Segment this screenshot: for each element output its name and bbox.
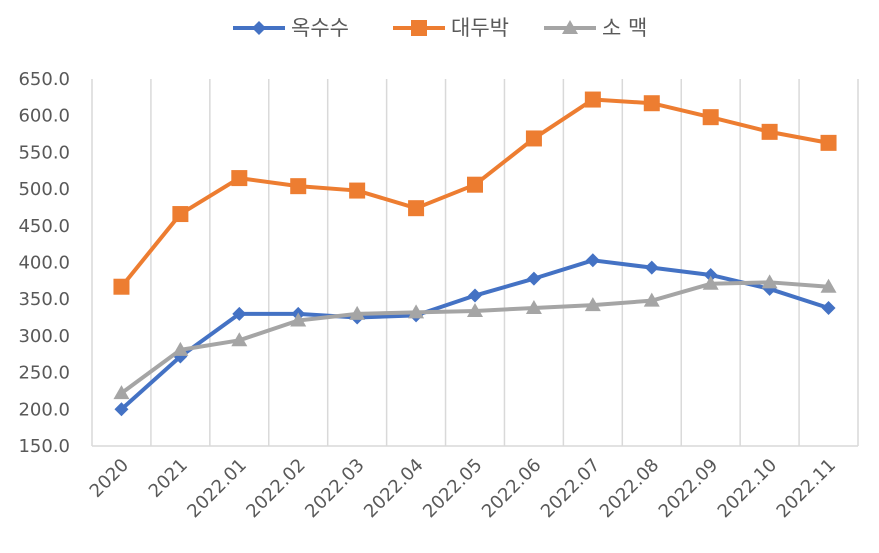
legend-marker [411, 20, 427, 36]
data-point [761, 123, 778, 140]
x-tick-label: 2021 [145, 455, 192, 502]
data-point [820, 134, 837, 151]
data-point [585, 253, 600, 268]
data-point [232, 306, 247, 321]
data-point [113, 385, 130, 400]
y-tick-label: 350.0 [18, 289, 70, 310]
legend-marker [252, 21, 266, 35]
data-point [821, 301, 836, 316]
data-point [114, 402, 129, 417]
x-tick-label: 2022.08 [596, 455, 663, 522]
x-tick-label: 2022.02 [242, 455, 309, 522]
data-point [761, 274, 778, 289]
legend-marker [562, 20, 578, 34]
data-point [703, 267, 718, 282]
x-tick-label: 2022.09 [655, 455, 722, 522]
data-point [702, 275, 719, 290]
data-point [349, 305, 366, 320]
data-point [290, 312, 307, 327]
data-point [584, 297, 601, 312]
legend-label: 옥수수 [291, 16, 349, 40]
data-point [231, 170, 248, 187]
x-tick-label: 2022.07 [537, 455, 604, 522]
x-tick-label: 2022.10 [714, 455, 781, 522]
data-point [231, 332, 248, 347]
y-tick-label: 200.0 [18, 399, 70, 420]
y-tick-label: 450.0 [18, 216, 70, 237]
data-point [525, 300, 542, 315]
data-point [172, 341, 189, 356]
x-tick-label: 2022.03 [301, 455, 368, 522]
series-line-2 [119, 97, 829, 288]
legend-label: 소 맥 [602, 16, 647, 40]
legend-label: 대두박 [451, 16, 509, 40]
data-point [172, 206, 189, 223]
data-point [113, 278, 130, 295]
y-tick-label: 550.0 [18, 142, 70, 163]
y-tick-label: 600.0 [18, 106, 70, 127]
x-tick-label: 2022.04 [360, 455, 427, 522]
x-tick-label: 2022.11 [773, 455, 840, 522]
data-point [643, 95, 660, 112]
x-tick-label: 2020 [86, 455, 133, 502]
x-tick-label: 2022.01 [183, 455, 250, 522]
y-tick-label: 500.0 [18, 179, 70, 200]
x-tick-label: 2022.05 [419, 455, 486, 522]
data-point [820, 278, 837, 293]
y-tick-label: 400.0 [18, 253, 70, 274]
data-point [468, 288, 482, 303]
data-point [584, 91, 601, 108]
data-point [702, 109, 719, 126]
data-point [467, 302, 483, 317]
y-tick-label: 150.0 [18, 436, 70, 457]
data-point [290, 178, 307, 195]
data-point [467, 176, 483, 193]
data-point [526, 271, 541, 286]
y-tick-label: 650.0 [18, 69, 70, 90]
data-point [408, 304, 425, 319]
y-tick-label: 300.0 [18, 326, 70, 347]
data-point [349, 182, 366, 199]
data-point [408, 200, 425, 217]
x-tick-label: 2022.06 [478, 455, 545, 522]
data-point [644, 260, 659, 275]
y-tick-label: 250.0 [18, 363, 70, 384]
data-point [643, 292, 660, 307]
data-point [525, 130, 542, 147]
